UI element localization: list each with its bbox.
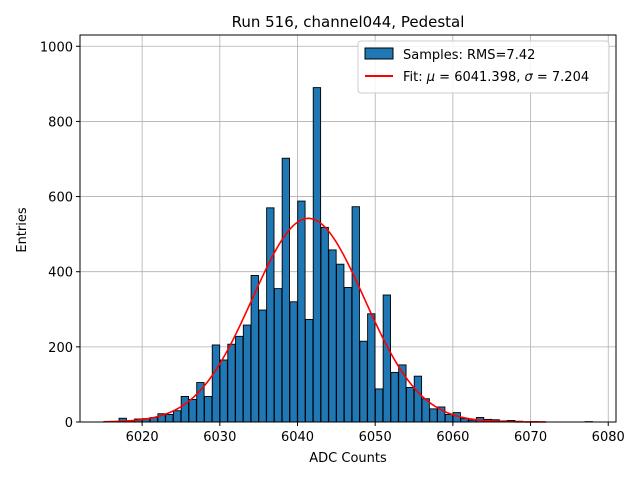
histogram-bar <box>235 335 244 423</box>
histogram-bar <box>289 301 298 423</box>
histogram-bar <box>336 263 345 423</box>
histogram-bar <box>165 414 174 423</box>
histogram-bar <box>429 408 438 423</box>
histogram-bar <box>219 359 228 423</box>
x-tick-label: 6080 <box>592 430 625 445</box>
y-tick-label: 1000 <box>40 40 73 55</box>
x-tick-label: 6030 <box>203 430 236 445</box>
histogram-bar <box>351 206 360 423</box>
fit-curve <box>103 217 547 423</box>
legend: Samples: RMS=7.42 Fit: μ = 6041.398, σ =… <box>357 40 610 94</box>
histogram-bar <box>266 207 275 423</box>
histogram-bar <box>258 309 267 423</box>
y-tick-label: 600 <box>48 191 73 206</box>
histogram-bar <box>367 313 376 423</box>
histogram-bar <box>273 288 283 423</box>
histogram-bar <box>227 343 236 423</box>
y-tick-label: 0 <box>65 416 73 431</box>
x-tick-label: 6020 <box>126 430 159 445</box>
histogram-bar <box>413 375 423 423</box>
histogram-bar <box>359 340 368 423</box>
histogram-bar <box>406 386 415 423</box>
histogram-bar <box>172 410 182 423</box>
legend-swatch-samples <box>364 47 394 60</box>
legend-box <box>357 40 610 94</box>
histogram-bar <box>305 318 314 423</box>
y-tick-label: 400 <box>48 266 73 281</box>
y-axis-title: Entries <box>15 207 30 253</box>
x-tick-label: 6060 <box>436 430 469 445</box>
histogram-bar <box>328 249 337 423</box>
histogram-bar <box>320 226 329 423</box>
histogram-bar <box>374 388 384 423</box>
histogram-bar <box>390 371 399 423</box>
fit-curve-layer <box>103 217 547 423</box>
x-axis-title: ADC Counts <box>309 451 387 466</box>
histogram-bar <box>343 287 353 423</box>
legend-mu-value: = 6041.398, <box>435 70 524 85</box>
legend-sigma-symbol: σ <box>525 70 534 85</box>
chart-title: Run 516, channel044, Pedestal <box>232 13 465 31</box>
histogram-bar <box>211 344 221 423</box>
x-tick-label: 6070 <box>514 430 547 445</box>
x-tick-label: 6050 <box>359 430 392 445</box>
legend-sigma-value: = 7.204 <box>533 70 589 85</box>
legend-label-fit: Fit: μ = 6041.398, σ = 7.204 <box>403 70 589 85</box>
plot-frame <box>79 34 617 423</box>
histogram-bar <box>242 324 252 423</box>
histogram-bar <box>180 396 190 423</box>
legend-fit-prefix: Fit: <box>403 70 427 85</box>
histogram-bar <box>204 396 213 423</box>
histogram-bar <box>312 87 322 423</box>
histogram-bars <box>118 87 593 423</box>
legend-mu-symbol: μ <box>426 70 435 85</box>
y-tick-label: 800 <box>48 115 73 130</box>
axis-ticks: 6020 6030 6040 6050 6060 6070 6080 0 200 400 600 80… <box>40 40 625 445</box>
histogram-bar <box>297 200 306 423</box>
histogram-bar <box>444 414 454 423</box>
y-tick-label: 200 <box>48 341 73 356</box>
histogram-bar <box>281 157 290 423</box>
histogram-bar <box>188 399 197 423</box>
legend-label-samples: Samples: RMS=7.42 <box>403 48 535 63</box>
histogram-bar <box>382 294 391 423</box>
x-tick-label: 6040 <box>281 430 314 445</box>
